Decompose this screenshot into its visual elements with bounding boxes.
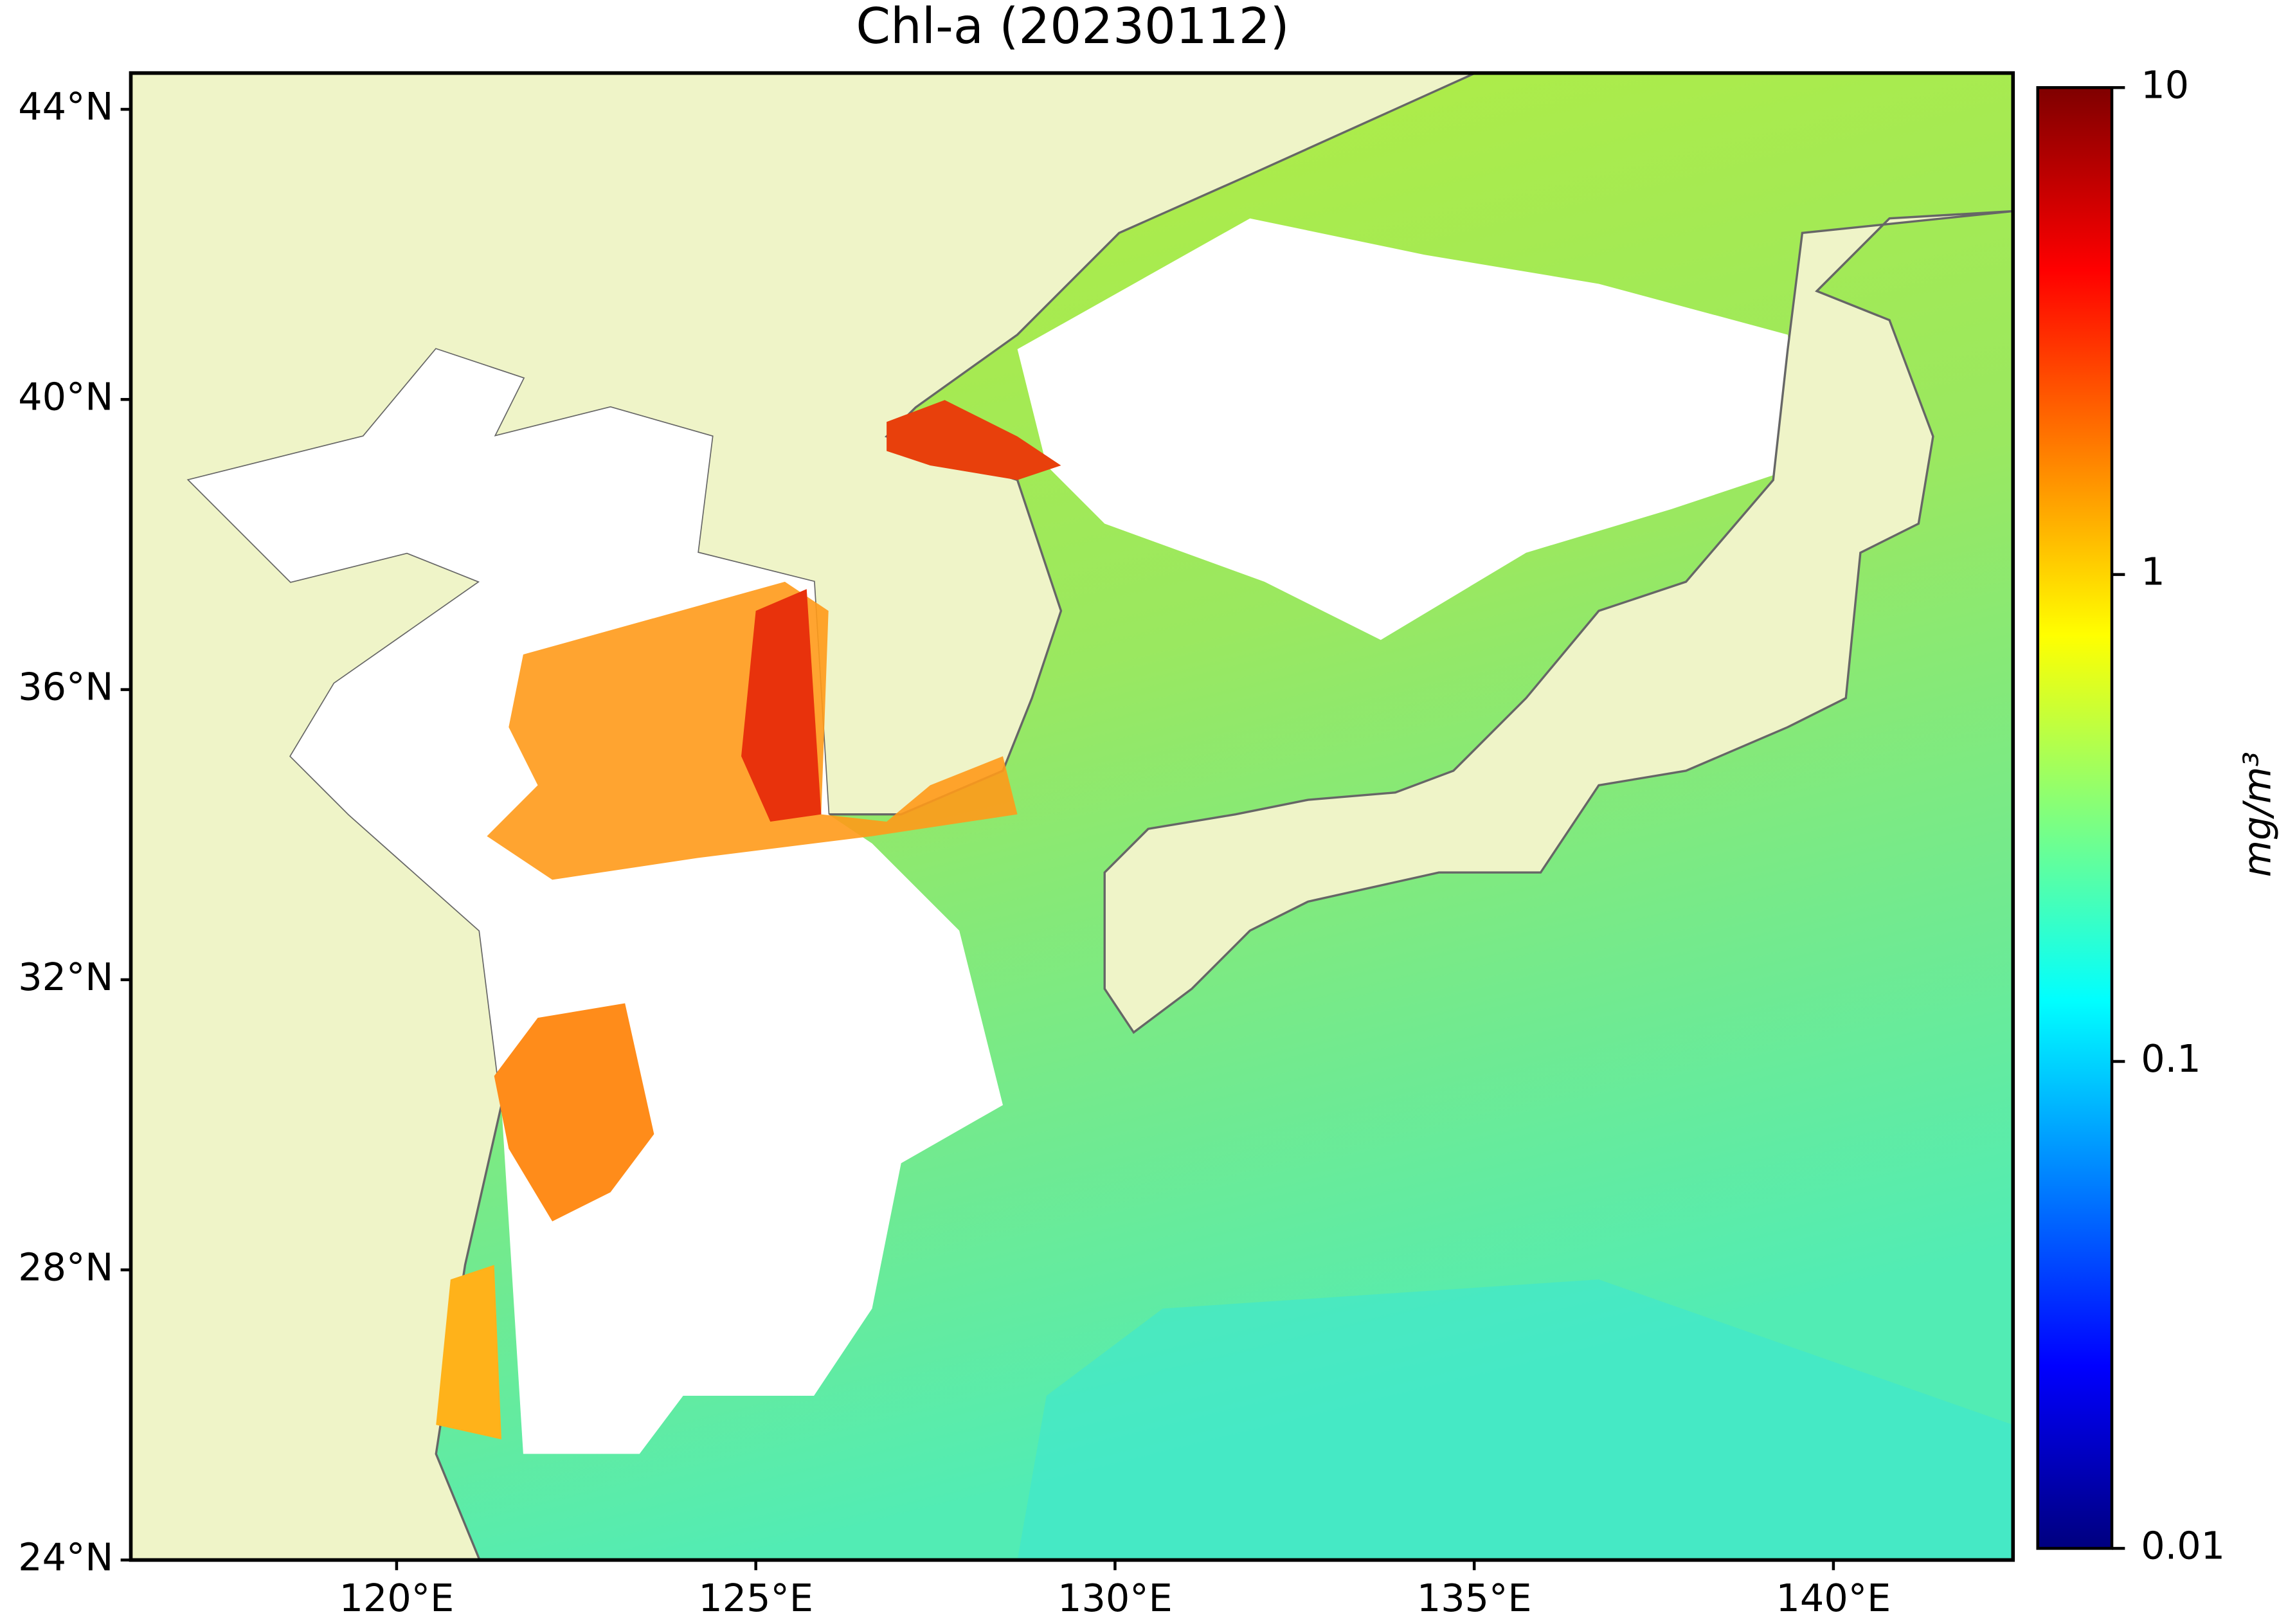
colorbar-tick-label: 0.01 [2141, 1523, 2225, 1567]
low-chl-south [1017, 1279, 2013, 1560]
y-tick-label: 40°N [18, 374, 113, 419]
x-tick-label: 140°E [1776, 1576, 1891, 1620]
y-tick-label: 24°N [18, 1535, 113, 1580]
x-tick-label: 135°E [1417, 1576, 1532, 1620]
chart-title: Chl-a (20230112) [856, 0, 1289, 55]
map-frame [129, 71, 2015, 1562]
colorbar-tick-label: 10 [2141, 62, 2189, 107]
x-tick-label: 125°E [698, 1576, 813, 1620]
colorbar-tick-label: 1 [2141, 550, 2165, 594]
japan [1103, 210, 2013, 1034]
x-tick-label: 130°E [1058, 1576, 1173, 1620]
colorbar [2036, 86, 2114, 1550]
high-chl-bohai-korea [887, 400, 1061, 480]
y-tick-label: 28°N [18, 1245, 113, 1289]
east-sea-cloud [1017, 218, 1803, 640]
high-chl-core [741, 589, 822, 822]
y-tick-label: 32°N [18, 955, 113, 999]
high-chl-coast [436, 1265, 501, 1439]
colorbar-label: mg/m³ [2235, 752, 2279, 877]
y-tick-label: 36°N [18, 665, 113, 709]
x-tick-label: 120°E [339, 1576, 455, 1620]
map [131, 73, 2013, 1560]
y-tick-label: 44°N [18, 84, 113, 129]
high-chl-estuary [494, 1003, 654, 1222]
colorbar-tick-label: 0.1 [2141, 1036, 2201, 1081]
